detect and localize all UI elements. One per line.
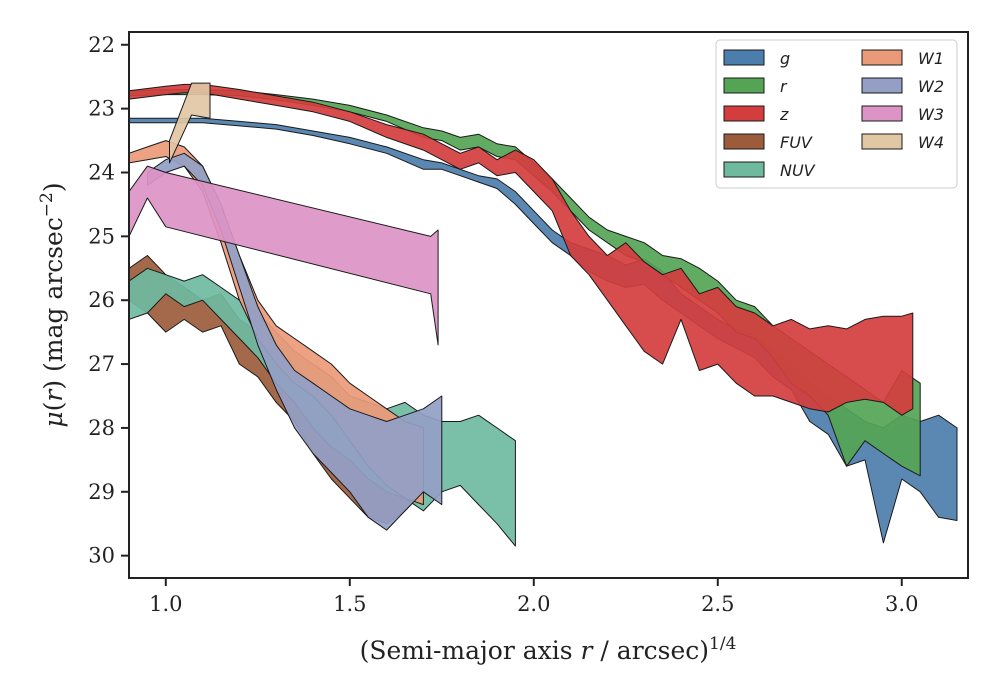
y-tick-label: 24 xyxy=(88,160,115,184)
legend-label-nuv: NUV xyxy=(780,161,816,180)
y-tick-label: 28 xyxy=(88,416,115,440)
x-tick-label: 1.0 xyxy=(149,592,182,616)
legend-swatch-w3 xyxy=(861,105,903,122)
y-tick-label: 23 xyxy=(88,97,115,121)
x-axis-title: (Semi-major axis r / arcsec)1/4 xyxy=(360,634,737,665)
legend-swatch-w1 xyxy=(861,49,903,66)
x-tick-label: 3.0 xyxy=(885,592,918,616)
legend-label-z: z xyxy=(779,105,789,124)
y-tick-label: 29 xyxy=(88,480,115,504)
y-tick-label: 27 xyxy=(88,352,115,376)
legend-swatch-g xyxy=(723,49,765,66)
legend: grz FUV NUV W1 W2 W3 W4 xyxy=(715,39,958,189)
y-axis-title: μ(r) (mag arcsec−2) xyxy=(37,182,68,427)
legend-label-w4: W4 xyxy=(918,133,944,152)
y-tick-label: 25 xyxy=(88,224,115,248)
y-tick-label: 22 xyxy=(88,33,115,57)
band-g xyxy=(129,117,958,544)
plot-frame xyxy=(128,31,969,579)
band-w4 xyxy=(169,82,211,164)
legend-label-w2: W2 xyxy=(918,77,944,96)
legend-swatch-z xyxy=(723,105,765,122)
series-layer xyxy=(129,82,958,547)
y-axis-ticks: 22 23 24 25 26 27 28 29 30 xyxy=(88,33,129,568)
legend-swatch-fuv xyxy=(723,133,765,150)
legend-label-w3: W3 xyxy=(918,105,944,124)
band-z xyxy=(129,83,914,416)
legend-swatch-w2 xyxy=(861,77,903,94)
x-tick-label: 2.5 xyxy=(701,592,734,616)
x-axis-ticks: 1.0 1.5 2.0 2.5 3.0 xyxy=(149,578,918,616)
legend-label-fuv: FUV xyxy=(780,133,813,152)
legend-label-r: r xyxy=(780,77,788,96)
legend-label-w1: W1 xyxy=(918,49,944,68)
band-w3 xyxy=(129,165,439,346)
legend-label-g: g xyxy=(780,49,790,68)
band-w2 xyxy=(146,152,443,531)
legend-swatch-r xyxy=(723,77,765,94)
y-tick-label: 26 xyxy=(88,288,115,312)
legend-swatch-nuv xyxy=(723,161,765,178)
x-tick-label: 1.5 xyxy=(333,592,366,616)
legend-swatch-w4 xyxy=(861,133,903,150)
y-tick-label: 30 xyxy=(88,544,115,568)
x-tick-label: 2.0 xyxy=(517,592,550,616)
legend-box xyxy=(715,39,958,189)
